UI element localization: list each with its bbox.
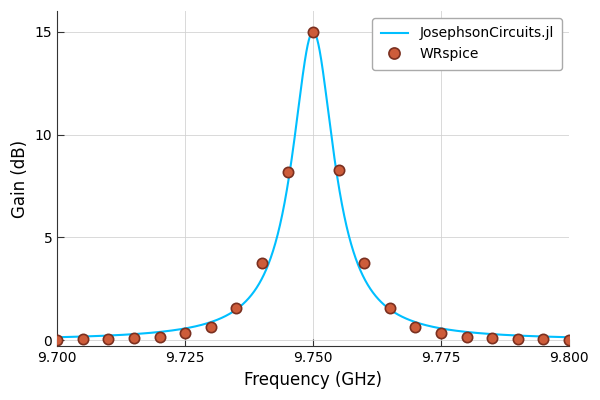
X-axis label: Frequency (GHz): Frequency (GHz) xyxy=(244,371,382,389)
Point xyxy=(283,168,292,175)
Point xyxy=(385,305,395,312)
Point xyxy=(359,260,369,266)
Point xyxy=(257,260,267,266)
Point xyxy=(52,337,62,343)
Point xyxy=(564,337,574,343)
Point xyxy=(539,336,548,342)
Point xyxy=(334,166,344,173)
Point xyxy=(78,336,88,342)
Legend: JosephsonCircuits.jl, WRspice: JosephsonCircuits.jl, WRspice xyxy=(372,18,562,70)
Point xyxy=(232,305,241,312)
Point xyxy=(462,333,472,340)
Point xyxy=(155,333,164,340)
Point xyxy=(129,335,139,342)
Point xyxy=(181,330,190,336)
Point xyxy=(206,324,215,330)
Point xyxy=(308,28,318,35)
Point xyxy=(104,336,113,342)
Point xyxy=(410,324,420,330)
Point xyxy=(436,330,446,336)
Point xyxy=(513,336,523,342)
Y-axis label: Gain (dB): Gain (dB) xyxy=(11,140,29,218)
Point xyxy=(487,335,497,342)
